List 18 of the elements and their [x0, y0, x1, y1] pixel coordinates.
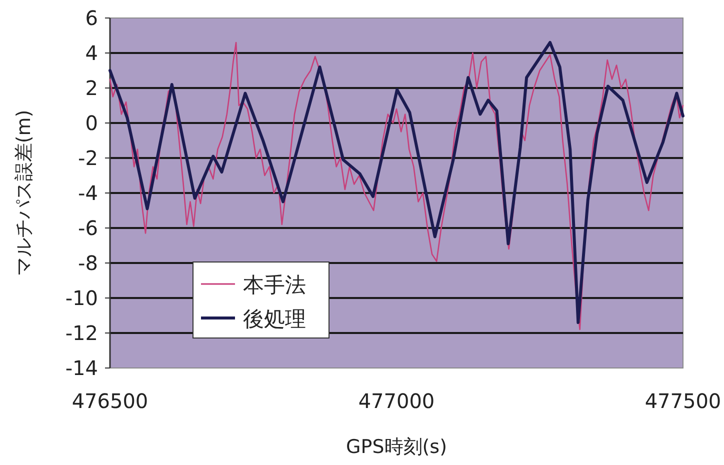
legend-label: 本手法 — [243, 273, 306, 297]
y-tick-label: -6 — [78, 216, 98, 240]
x-axis-title: GPS時刻(s) — [346, 436, 447, 458]
y-tick-label: -8 — [78, 251, 98, 275]
y-tick-label: -12 — [65, 321, 98, 345]
x-tick-label: 477500 — [644, 389, 722, 413]
y-tick-label: -2 — [78, 146, 98, 170]
x-tick-label: 476500 — [72, 389, 148, 413]
y-tick-label: 4 — [85, 41, 98, 65]
y-tick-label: 0 — [85, 111, 98, 135]
y-tick-label: 2 — [85, 76, 98, 100]
y-tick-label: 6 — [85, 6, 98, 30]
y-tick-label: -14 — [65, 356, 98, 380]
y-axis-title: マルチパス誤差(m) — [13, 110, 35, 276]
x-tick-label: 477000 — [358, 389, 435, 413]
y-tick-label: -10 — [65, 286, 98, 310]
y-tick-label: -4 — [78, 181, 98, 205]
legend-label: 後処理 — [243, 307, 306, 331]
